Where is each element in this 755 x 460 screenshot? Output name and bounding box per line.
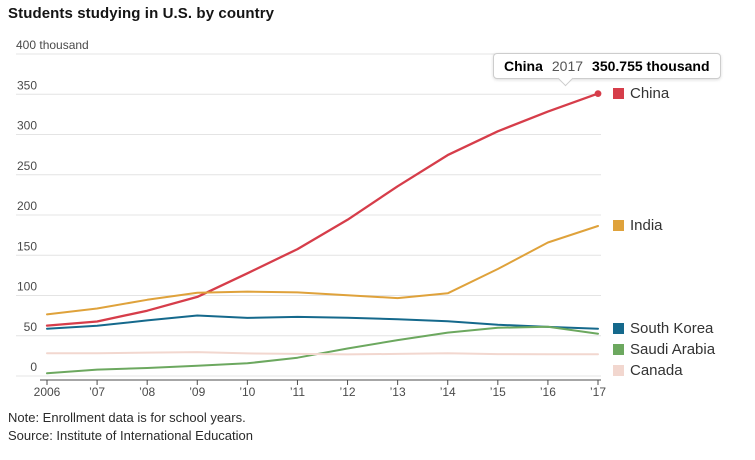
series-endpoint-dot-china[interactable] xyxy=(594,90,602,98)
x-tick-label: ’10 xyxy=(239,385,255,399)
series-line-india[interactable] xyxy=(46,225,599,316)
x-tick-label: ’14 xyxy=(440,385,456,399)
chart-title: Students studying in U.S. by country xyxy=(8,5,275,22)
chart-note: Note: Enrollment data is for school year… xyxy=(8,410,246,425)
tooltip-series-label: China xyxy=(504,58,543,74)
x-tick-label: ’16 xyxy=(540,385,556,399)
x-tick-label: ’13 xyxy=(390,385,406,399)
series-line-saudi-arabia[interactable] xyxy=(46,325,599,375)
x-tick-label: ’07 xyxy=(89,385,105,399)
tooltip-value-label: 350.755 thousand xyxy=(592,58,710,74)
tooltip-year-label: 2017 xyxy=(551,58,584,74)
x-tick-label: ’17 xyxy=(590,385,606,399)
chart-source: Source: Institute of International Educa… xyxy=(8,428,253,443)
tooltip: China 2017 350.755 thousand xyxy=(493,53,721,87)
x-tick-label: ’12 xyxy=(340,385,356,399)
y-tick-label: 200 xyxy=(17,199,37,213)
x-tick-label: 2006 xyxy=(34,385,61,399)
x-tick-label: ’11 xyxy=(290,385,305,399)
y-tick-label: 400 thousand xyxy=(16,38,89,52)
x-tick-label: ’15 xyxy=(490,385,506,399)
x-tick-label: ’09 xyxy=(189,385,205,399)
y-tick-label: 100 xyxy=(17,280,37,294)
series-line-china[interactable] xyxy=(45,92,600,327)
series-line-canada[interactable] xyxy=(46,351,599,356)
x-tick-label: ’08 xyxy=(139,385,155,399)
y-tick-label: 350 xyxy=(17,78,37,92)
series-line-south-korea[interactable] xyxy=(46,314,599,330)
y-tick-label: 0 xyxy=(30,360,37,374)
y-tick-label: 50 xyxy=(24,320,38,334)
y-tick-label: 150 xyxy=(17,239,37,253)
y-tick-label: 300 xyxy=(17,119,37,133)
y-tick-label: 250 xyxy=(17,159,37,173)
